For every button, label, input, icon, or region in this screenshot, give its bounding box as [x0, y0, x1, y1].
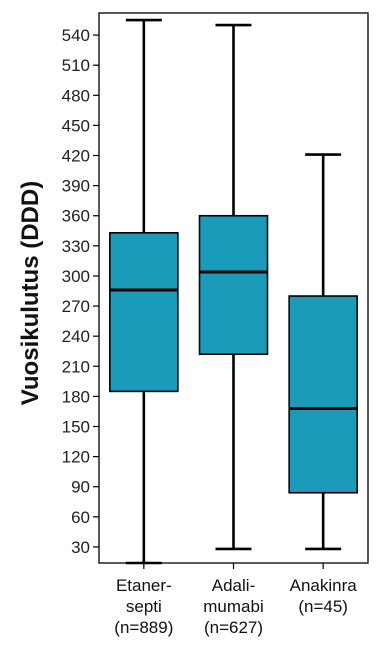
y-tick-label: 210: [62, 357, 90, 376]
y-tick-label: 180: [62, 387, 90, 406]
y-tick-label: 60: [71, 508, 90, 527]
y-tick-label: 480: [62, 86, 90, 105]
y-axis-title: Vuosikulutus (DDD): [17, 181, 44, 405]
iqr-box: [288, 295, 358, 494]
iqr-box: [198, 214, 269, 356]
y-tick-label: 90: [71, 478, 90, 497]
y-tick-label: 300: [62, 267, 90, 286]
y-tick-label: 420: [62, 147, 90, 166]
y-tick-label: 450: [62, 116, 90, 135]
y-tick-label: 360: [62, 207, 90, 226]
y-tick-label: 150: [62, 418, 90, 437]
y-tick-label: 270: [62, 297, 90, 316]
box-3: [288, 153, 358, 551]
x-category-label: septi: [126, 597, 162, 616]
y-tick-label: 330: [62, 237, 90, 256]
y-tick-label: 120: [62, 448, 90, 467]
boxes: [109, 18, 358, 565]
x-category-label: (n=627): [204, 618, 263, 637]
box-2: [198, 23, 269, 551]
x-category-label: mumabi: [203, 597, 263, 616]
x-category-label: Etaner-: [116, 576, 172, 595]
y-tick-label: 240: [62, 327, 90, 346]
x-category-label: (n=889): [114, 618, 173, 637]
y-tick-label: 540: [62, 26, 90, 45]
x-axis: Etaner-septi (n=889) Adali-mumabi (n=627) An…: [114, 563, 357, 637]
box-1: [109, 18, 179, 565]
y-axis: 30 60 90 120 150 180 210 240 270 300 330 360 390 420 4…: [62, 26, 99, 557]
y-tick-label: 30: [71, 538, 90, 557]
x-category-label: Adali-: [212, 576, 255, 595]
y-tick-label: 390: [62, 177, 90, 196]
x-category-label: (n=45): [298, 597, 348, 616]
y-tick-label: 510: [62, 56, 90, 75]
x-category-label: Anakinra: [290, 576, 358, 595]
iqr-box: [109, 231, 179, 393]
